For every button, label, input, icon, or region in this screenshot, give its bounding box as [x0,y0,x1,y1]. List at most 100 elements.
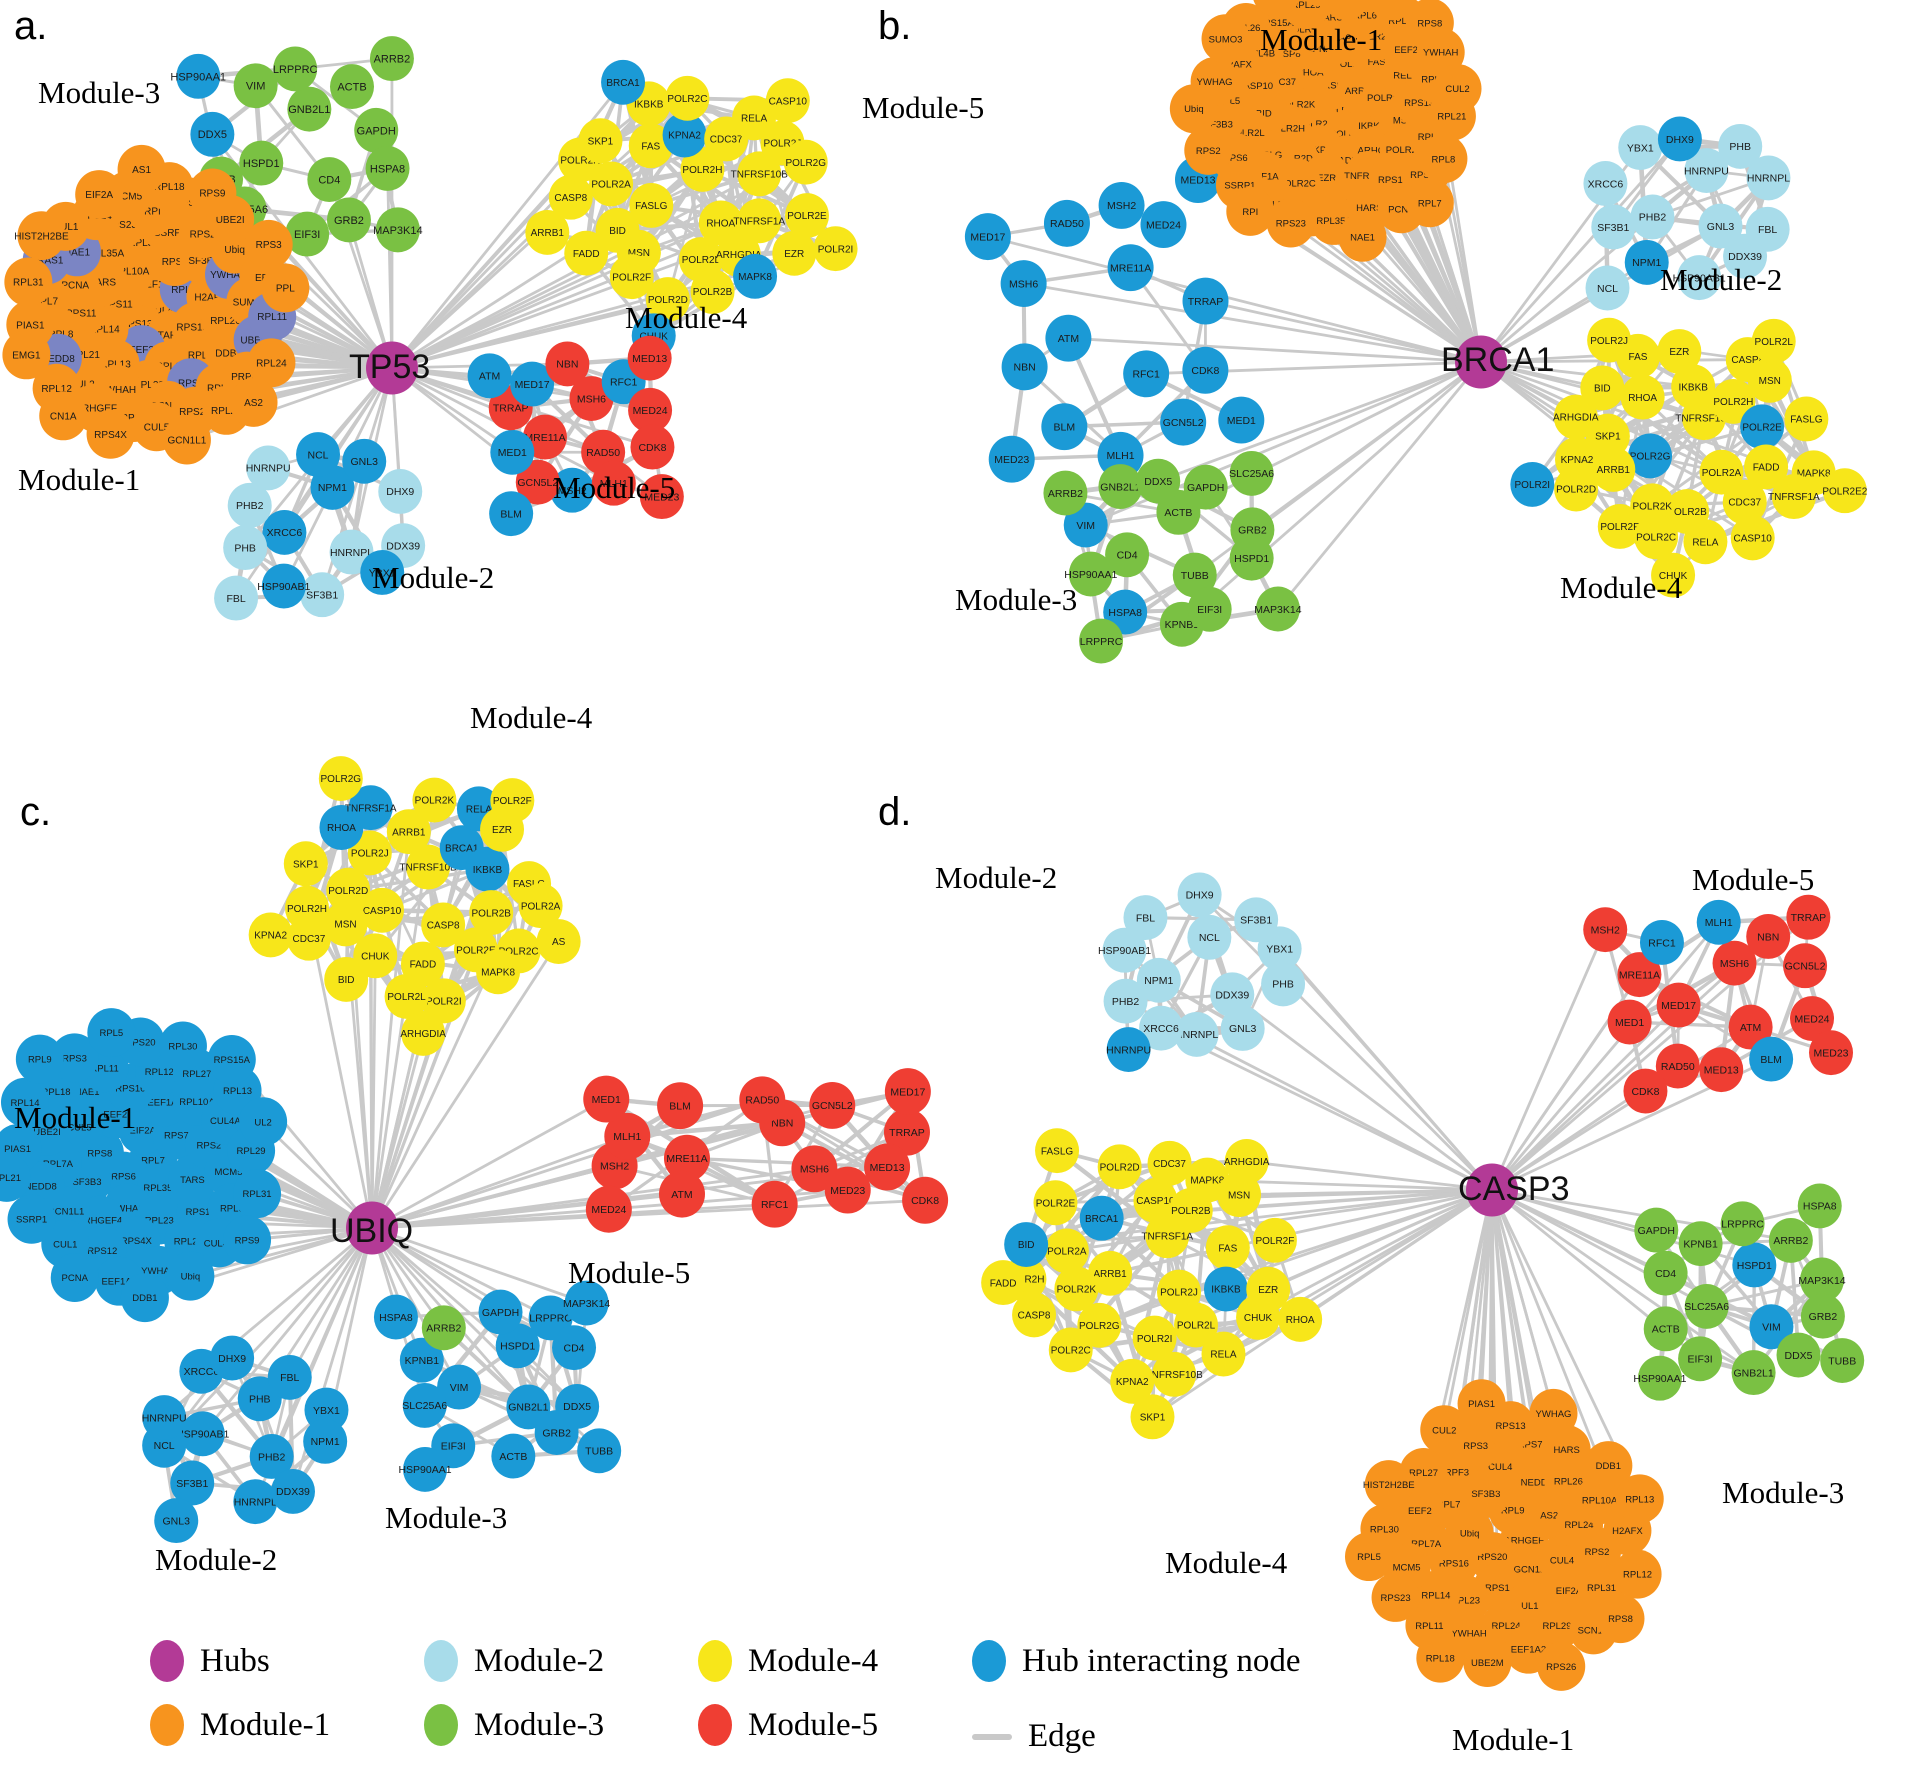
b-m1-RPS23[interactable] [1266,198,1315,248]
b-m4-ARRB1[interactable] [1591,447,1636,492]
a-m1-RPS11[interactable] [56,288,105,338]
b-m1-CDC37[interactable] [1256,56,1305,106]
d-m4-POLR2F[interactable] [1252,1217,1297,1263]
a-m1-RPL8[interactable] [36,309,85,359]
d-m4-RELA[interactable] [1201,1331,1246,1377]
a-m3-HSPA8[interactable] [365,145,410,191]
c-m1-RPL11[interactable] [80,1043,129,1093]
c-m4-BRCA1[interactable] [439,825,484,871]
d-m5-ATM[interactable] [1728,1004,1773,1050]
d-m4-CASP10[interactable] [1133,1178,1178,1223]
d-m1-RPL23[interactable] [1441,1575,1490,1625]
b-m1-RPL23[interactable] [1378,0,1427,45]
a-m5-RFC1[interactable] [601,359,646,405]
b-m1-BID[interactable] [1239,88,1288,138]
d-m1-CUL4[interactable] [1538,1535,1587,1585]
d-m4-POLR2L[interactable] [1174,1302,1219,1348]
d-m1-RPL5[interactable] [1345,1532,1394,1582]
c-m1-SF3B3[interactable] [62,1156,111,1206]
b-m1-RPL30[interactable] [1249,179,1298,229]
a-m3-ARRB2[interactable] [369,36,414,82]
d-m1-RPS8[interactable] [1596,1594,1645,1644]
b-m1-RELA[interactable] [1381,50,1430,100]
c-m1-RPL12[interactable] [135,1047,184,1097]
a-m1-RPL5[interactable] [159,264,208,314]
a-m1-RPS6[interactable] [150,237,199,287]
b-m1-RPS6[interactable] [1211,133,1260,183]
a-m5-NBN[interactable] [545,341,590,387]
a-m3-KPNB1[interactable] [199,229,244,275]
d-m3-LRPPRC[interactable] [1720,1201,1765,1247]
d-m5-RAD50[interactable] [1655,1043,1700,1089]
c-m1-ARHGEF4[interactable] [75,1195,124,1245]
b-m1-POLR2D[interactable] [1269,133,1318,183]
b-m2-YBX1[interactable] [1618,125,1663,170]
a-m2-XRCC6[interactable] [262,509,307,555]
b-m1-RPS8[interactable] [1405,0,1454,48]
d-m2-PHB2[interactable] [1103,978,1148,1024]
c-m2-PHB[interactable] [237,1376,282,1422]
a-m1-NEDD8[interactable] [33,333,82,383]
d-m5-MED23[interactable] [1809,1030,1854,1076]
d-m4-CASP8[interactable] [1012,1292,1057,1338]
d-m1-SF3B3[interactable] [1461,1469,1510,1519]
d-m3-EIF3I[interactable] [1678,1336,1723,1382]
c-m1-RPL24[interactable] [164,1216,213,1266]
b-m1-RPS11[interactable] [1400,149,1449,199]
b-m1-SF3B3[interactable] [1194,99,1243,149]
c-m5-MSH2[interactable] [591,1142,638,1190]
a-m2-NPM1[interactable] [310,464,355,510]
c-m1-RPS12[interactable] [78,1225,127,1275]
c-m5-MSH6[interactable] [791,1145,838,1193]
a-m1-PRPF3[interactable] [223,351,272,401]
a-m1-CUL4B[interactable] [139,285,188,335]
c-m5-MED17[interactable] [884,1068,931,1116]
b-m1-MSN[interactable] [1379,95,1428,145]
c-m2-NCL[interactable] [142,1422,187,1468]
a-m1-RPS3[interactable] [244,219,293,269]
c-m4-FADD[interactable] [400,941,445,987]
d-m4-BRCA1[interactable] [1079,1195,1124,1241]
d-m3-ARRB2[interactable] [1768,1218,1813,1263]
b-m5-TRRAP[interactable] [1182,277,1229,325]
c-m1-RPS2[interactable] [184,1120,233,1170]
b-m1-POLR2H[interactable] [1261,103,1310,153]
c-m4-POLR2G[interactable] [318,756,363,802]
d-m4-MAPK8[interactable] [1185,1157,1230,1203]
d-m1-YWHAH[interactable] [1445,1608,1494,1658]
b-m1-YWHAG[interactable] [1190,57,1239,107]
a-m4-FAS[interactable] [628,123,673,169]
d-m5-MED24[interactable] [1790,996,1835,1041]
d-m1-EIF2A[interactable] [1544,1566,1593,1616]
c-m4-CASP8[interactable] [421,902,466,948]
d-m4-IKBKB[interactable] [1203,1266,1248,1312]
c-m4-POLR2A[interactable] [518,883,563,929]
a-m1-Ubiq[interactable] [210,224,259,274]
c-m4-BID[interactable] [324,957,369,1002]
c-m1-RPS3[interactable] [50,1033,99,1083]
b-m4-POLR2C[interactable] [1634,514,1679,560]
c-m4-CHUK[interactable] [353,933,398,979]
d-m4-ARHGDIA[interactable] [1224,1139,1269,1184]
a-m1-RPS20[interactable] [171,386,220,436]
d-m1-RPS1[interactable] [1473,1563,1522,1613]
d-m1-HARS[interactable] [1542,1425,1591,1475]
d-m5-MED17[interactable] [1656,982,1701,1028]
b-m4-POLR2E[interactable] [1740,404,1785,450]
b-m3-EIF3I[interactable] [1187,586,1232,632]
b-m1-RPL8[interactable] [1419,134,1468,184]
d-m3-GRB2[interactable] [1800,1293,1845,1339]
a-m1-UBE2M[interactable] [233,315,282,365]
a-m2-FBL[interactable] [214,575,259,621]
d-m1-UL1[interactable] [1505,1580,1554,1630]
d-m1-RPL13[interactable] [1615,1474,1664,1524]
a-m2-GNL3[interactable] [342,438,387,484]
a-m1-SSRP1[interactable] [146,207,195,257]
c-m1-CUL1[interactable] [41,1219,90,1269]
c-m1-RPL13[interactable] [213,1066,262,1115]
c-m1-RPL27[interactable] [172,1048,221,1098]
b-m2-GNL3[interactable] [1698,203,1743,249]
d-m5-MSH6[interactable] [1712,940,1757,986]
c-m3-SLC25A6[interactable] [402,1383,447,1428]
b-m2-HNRNPU[interactable] [1684,148,1729,193]
